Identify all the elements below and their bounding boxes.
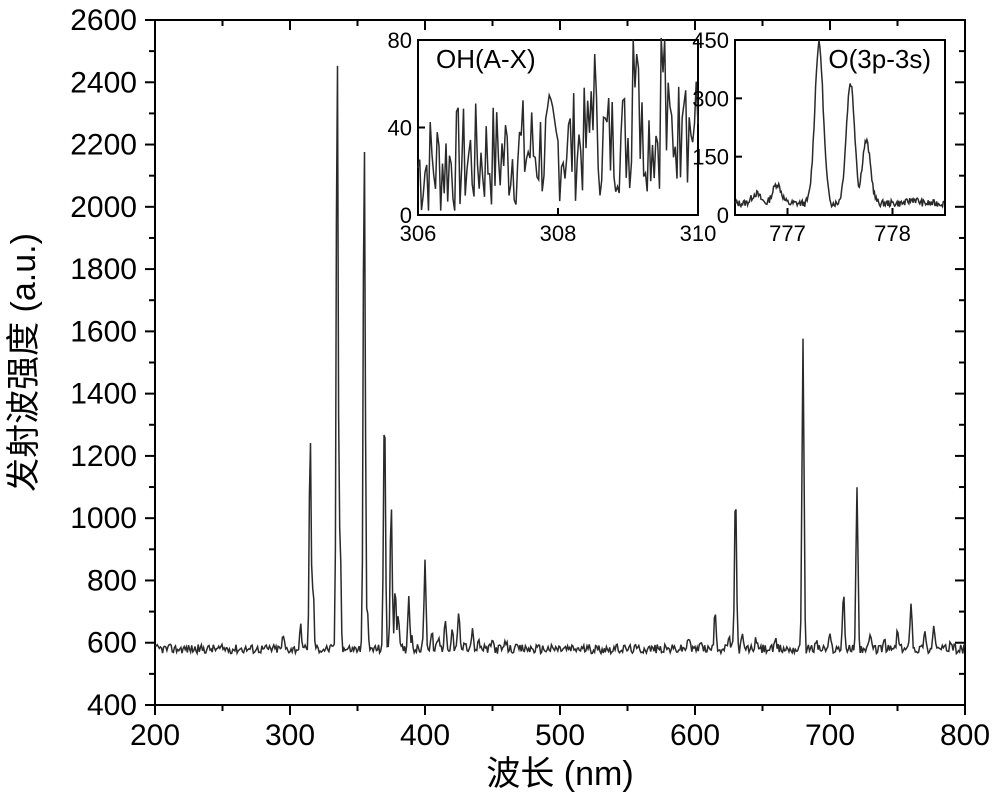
svg-text:0: 0: [717, 203, 729, 228]
svg-text:777: 777: [769, 221, 806, 246]
y-axis-label: 发射波强度 (a.u.): [5, 233, 43, 492]
svg-text:400: 400: [400, 719, 450, 752]
inset-o-title: O(3p-3s): [828, 44, 931, 74]
svg-text:700: 700: [805, 719, 855, 752]
svg-text:310: 310: [680, 221, 717, 246]
svg-text:150: 150: [692, 145, 729, 170]
svg-text:500: 500: [535, 719, 585, 752]
svg-text:400: 400: [87, 689, 137, 722]
svg-text:800: 800: [940, 719, 990, 752]
svg-text:778: 778: [874, 221, 911, 246]
svg-text:600: 600: [87, 627, 137, 660]
svg-text:2400: 2400: [70, 66, 137, 99]
x-axis-label: 波长 (nm): [486, 755, 633, 793]
spectrum-chart: 2003004005006007008004006008001000120014…: [0, 0, 1000, 799]
svg-text:0: 0: [400, 203, 412, 228]
svg-text:1000: 1000: [70, 502, 137, 535]
svg-text:40: 40: [388, 116, 412, 141]
inset-oh-title: OH(A-X): [436, 44, 536, 74]
chart-svg: 2003004005006007008004006008001000120014…: [0, 0, 1000, 799]
svg-text:2000: 2000: [70, 191, 137, 224]
svg-text:308: 308: [540, 221, 577, 246]
svg-text:2200: 2200: [70, 129, 137, 162]
svg-text:600: 600: [670, 719, 720, 752]
svg-text:300: 300: [692, 86, 729, 111]
svg-text:80: 80: [388, 28, 412, 53]
svg-text:200: 200: [130, 719, 180, 752]
svg-text:1600: 1600: [70, 315, 137, 348]
svg-text:450: 450: [692, 28, 729, 53]
svg-text:1200: 1200: [70, 440, 137, 473]
svg-text:800: 800: [87, 564, 137, 597]
svg-text:2600: 2600: [70, 4, 137, 37]
svg-text:1800: 1800: [70, 253, 137, 286]
svg-text:300: 300: [265, 719, 315, 752]
svg-text:1400: 1400: [70, 378, 137, 411]
